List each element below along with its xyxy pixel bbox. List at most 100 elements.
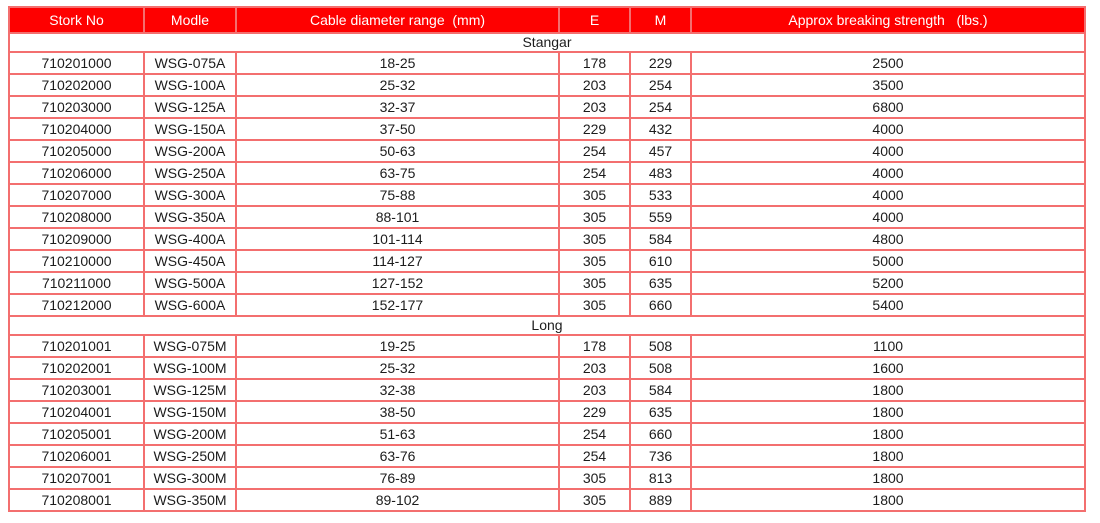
table-row: 710205000 WSG-200A 50-63 254 457 4000 xyxy=(8,139,1086,163)
cell-m: 889 xyxy=(629,488,692,512)
cell-m: 813 xyxy=(629,466,692,490)
cell-e: 305 xyxy=(558,183,631,207)
cell-approx-breaking-strength: 4000 xyxy=(690,183,1086,207)
cell-m: 559 xyxy=(629,205,692,229)
section-title-row: Stangar xyxy=(8,32,1086,53)
cell-modle: WSG-200A xyxy=(143,139,237,163)
column-header-m: M xyxy=(629,6,692,34)
cell-e: 305 xyxy=(558,271,631,295)
cell-modle: WSG-150M xyxy=(143,400,237,424)
cell-approx-breaking-strength: 1800 xyxy=(690,444,1086,468)
cell-cable-diameter-range: 19-25 xyxy=(235,334,560,358)
cell-e: 305 xyxy=(558,205,631,229)
cell-m: 229 xyxy=(629,51,692,75)
cell-cable-diameter-range: 50-63 xyxy=(235,139,560,163)
column-header-stork-no: Stork No xyxy=(8,6,145,34)
section-title: Long xyxy=(8,315,1086,336)
cell-modle: WSG-125M xyxy=(143,378,237,402)
cell-m: 457 xyxy=(629,139,692,163)
column-header-approx-breaking-strength: Approx breaking strength (lbs.) xyxy=(690,6,1086,34)
cell-cable-diameter-range: 101-114 xyxy=(235,227,560,251)
cell-stork-no: 710208000 xyxy=(8,205,145,229)
cell-cable-diameter-range: 25-32 xyxy=(235,356,560,380)
column-header-cable-diameter-range: Cable diameter range (mm) xyxy=(235,6,560,34)
cell-approx-breaking-strength: 4000 xyxy=(690,161,1086,185)
cell-cable-diameter-range: 114-127 xyxy=(235,249,560,273)
cell-stork-no: 710201000 xyxy=(8,51,145,75)
table-row: 710201000 WSG-075A 18-25 178 229 2500 xyxy=(8,51,1086,75)
cell-stork-no: 710208001 xyxy=(8,488,145,512)
cell-approx-breaking-strength: 6800 xyxy=(690,95,1086,119)
cell-m: 584 xyxy=(629,378,692,402)
table-header: Stork No Modle Cable diameter range (mm)… xyxy=(8,6,1086,34)
cell-m: 432 xyxy=(629,117,692,141)
cell-approx-breaking-strength: 5000 xyxy=(690,249,1086,273)
cell-m: 635 xyxy=(629,400,692,424)
table-row: 710201001 WSG-075M 19-25 178 508 1100 xyxy=(8,334,1086,358)
cell-cable-diameter-range: 63-75 xyxy=(235,161,560,185)
cell-e: 254 xyxy=(558,161,631,185)
cell-stork-no: 710204000 xyxy=(8,117,145,141)
cell-approx-breaking-strength: 5200 xyxy=(690,271,1086,295)
cell-modle: WSG-100M xyxy=(143,356,237,380)
table-row: 710206000 WSG-250A 63-75 254 483 4000 xyxy=(8,161,1086,185)
cell-e: 229 xyxy=(558,400,631,424)
cell-modle: WSG-300A xyxy=(143,183,237,207)
cell-approx-breaking-strength: 1800 xyxy=(690,400,1086,424)
cell-approx-breaking-strength: 4000 xyxy=(690,205,1086,229)
cell-modle: WSG-350M xyxy=(143,488,237,512)
cell-approx-breaking-strength: 1800 xyxy=(690,466,1086,490)
table-row: 710209000 WSG-400A 101-114 305 584 4800 xyxy=(8,227,1086,251)
cell-modle: WSG-600A xyxy=(143,293,237,317)
cell-modle: WSG-150A xyxy=(143,117,237,141)
cell-modle: WSG-500A xyxy=(143,271,237,295)
cell-m: 635 xyxy=(629,271,692,295)
table-row: 710206001 WSG-250M 63-76 254 736 1800 xyxy=(8,444,1086,468)
cell-e: 254 xyxy=(558,139,631,163)
cell-e: 254 xyxy=(558,422,631,446)
cell-e: 203 xyxy=(558,356,631,380)
cell-m: 254 xyxy=(629,95,692,119)
cell-modle: WSG-075A xyxy=(143,51,237,75)
cell-cable-diameter-range: 32-37 xyxy=(235,95,560,119)
cell-approx-breaking-strength: 1800 xyxy=(690,488,1086,512)
cell-e: 305 xyxy=(558,249,631,273)
cell-modle: WSG-250A xyxy=(143,161,237,185)
cell-modle: WSG-075M xyxy=(143,334,237,358)
cell-stork-no: 710201001 xyxy=(8,334,145,358)
cell-stork-no: 710206000 xyxy=(8,161,145,185)
table-body: Stangar 710201000 WSG-075A 18-25 178 229 2500 7… xyxy=(8,32,1086,512)
table-row: 710202001 WSG-100M 25-32 203 508 1600 xyxy=(8,356,1086,380)
table-row: 710207000 WSG-300A 75-88 305 533 4000 xyxy=(8,183,1086,207)
cell-stork-no: 710211000 xyxy=(8,271,145,295)
cell-approx-breaking-strength: 3500 xyxy=(690,73,1086,97)
cell-modle: WSG-200M xyxy=(143,422,237,446)
cell-stork-no: 710203001 xyxy=(8,378,145,402)
table-row: 710208001 WSG-350M 89-102 305 889 1800 xyxy=(8,488,1086,512)
cell-approx-breaking-strength: 1800 xyxy=(690,378,1086,402)
cell-cable-diameter-range: 37-50 xyxy=(235,117,560,141)
cell-cable-diameter-range: 25-32 xyxy=(235,73,560,97)
column-header-e: E xyxy=(558,6,631,34)
cell-m: 508 xyxy=(629,334,692,358)
cell-cable-diameter-range: 63-76 xyxy=(235,444,560,468)
cell-modle: WSG-250M xyxy=(143,444,237,468)
cell-e: 305 xyxy=(558,466,631,490)
cell-m: 736 xyxy=(629,444,692,468)
cable-grip-spec-table: Stork No Modle Cable diameter range (mm)… xyxy=(8,6,1086,512)
cell-cable-diameter-range: 32-38 xyxy=(235,378,560,402)
cell-m: 483 xyxy=(629,161,692,185)
table-row: 710205001 WSG-200M 51-63 254 660 1800 xyxy=(8,422,1086,446)
cell-modle: WSG-125A xyxy=(143,95,237,119)
cell-stork-no: 710207001 xyxy=(8,466,145,490)
cell-cable-diameter-range: 51-63 xyxy=(235,422,560,446)
cell-approx-breaking-strength: 5400 xyxy=(690,293,1086,317)
cell-e: 203 xyxy=(558,95,631,119)
cell-e: 305 xyxy=(558,227,631,251)
cell-m: 660 xyxy=(629,293,692,317)
cell-approx-breaking-strength: 4800 xyxy=(690,227,1086,251)
cell-e: 203 xyxy=(558,378,631,402)
cell-e: 305 xyxy=(558,488,631,512)
cell-cable-diameter-range: 127-152 xyxy=(235,271,560,295)
